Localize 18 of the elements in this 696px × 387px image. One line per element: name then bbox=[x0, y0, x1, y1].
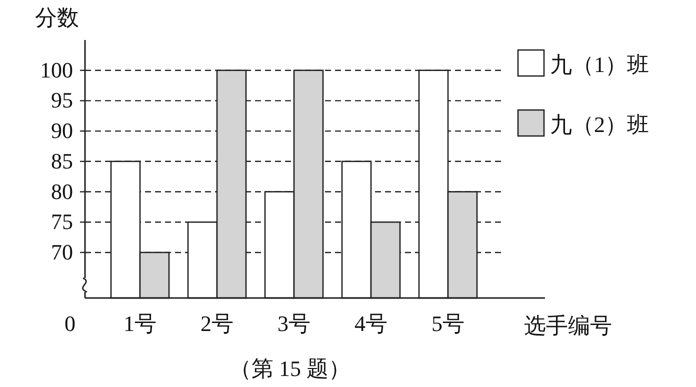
y-tick-label: 70 bbox=[51, 239, 73, 264]
x-axis-title: 选手编号 bbox=[524, 313, 612, 338]
y-tick-label: 85 bbox=[51, 148, 73, 174]
x-tick-label: 4号 bbox=[354, 311, 388, 336]
y-tick-label: 100 bbox=[40, 57, 73, 82]
legend-label: 九（2）班 bbox=[550, 112, 649, 137]
y-tick-label: 80 bbox=[51, 178, 73, 204]
x-tick-label: 2号 bbox=[200, 311, 234, 336]
y-tick-label: 75 bbox=[51, 209, 73, 234]
y-axis-title: 分数 bbox=[35, 5, 79, 30]
text: 0 bbox=[64, 311, 76, 336]
y-tick-label: 95 bbox=[51, 88, 73, 113]
y-tick-label: 90 bbox=[51, 118, 73, 144]
legend-label: 九（1）班 bbox=[550, 52, 649, 77]
x-tick-label: 1号 bbox=[124, 311, 156, 336]
x-tick-label: 5号 bbox=[432, 311, 464, 336]
x-tick-label: 3号 bbox=[278, 311, 310, 336]
text: （第 15 题） bbox=[230, 356, 350, 381]
